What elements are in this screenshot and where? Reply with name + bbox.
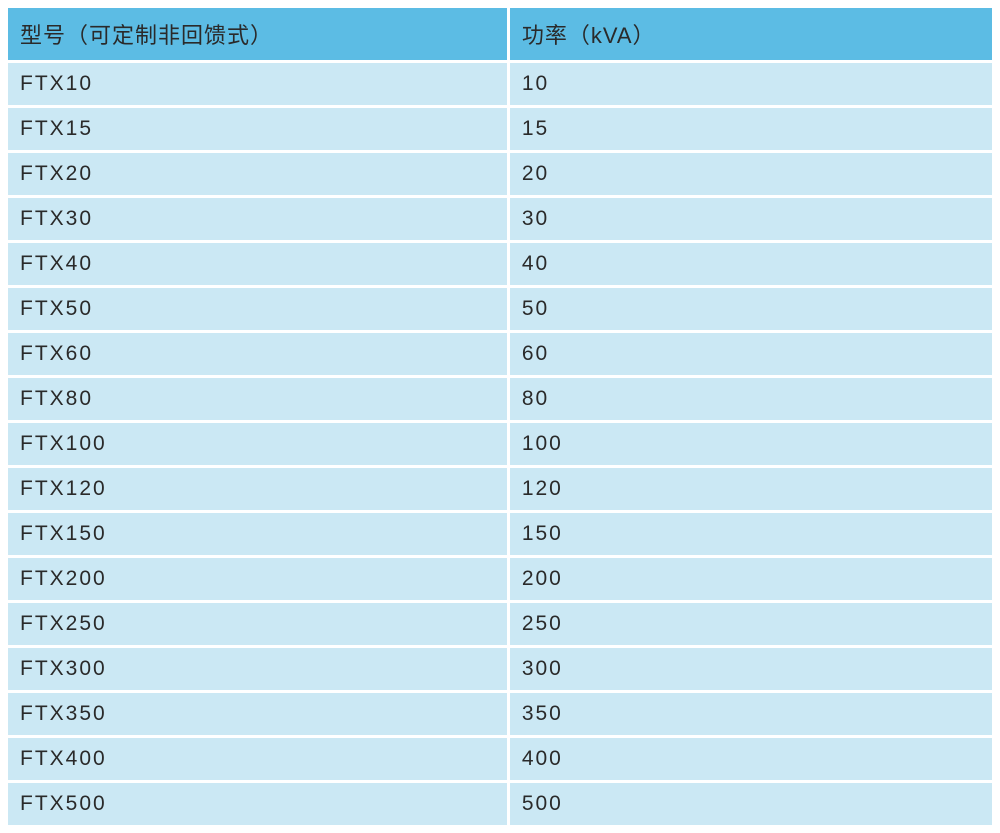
header-model: 型号（可定制非回馈式） <box>8 8 510 63</box>
table-row: FTX2020 <box>8 153 992 198</box>
power-cell: 40 <box>510 243 992 288</box>
table-row: FTX6060 <box>8 333 992 378</box>
model-cell: FTX300 <box>8 648 510 693</box>
model-cell: FTX250 <box>8 603 510 648</box>
table-header: 型号（可定制非回馈式） 功率（kVA） <box>8 8 992 63</box>
table-row: FTX100100 <box>8 423 992 468</box>
model-cell: FTX350 <box>8 693 510 738</box>
table-row: FTX1010 <box>8 63 992 108</box>
power-cell: 60 <box>510 333 992 378</box>
power-cell: 50 <box>510 288 992 333</box>
table-row: FTX150150 <box>8 513 992 558</box>
model-cell: FTX30 <box>8 198 510 243</box>
power-cell: 400 <box>510 738 992 783</box>
table-row: FTX120120 <box>8 468 992 513</box>
table-row: FTX200200 <box>8 558 992 603</box>
power-cell: 30 <box>510 198 992 243</box>
table-row: FTX300300 <box>8 648 992 693</box>
power-cell: 200 <box>510 558 992 603</box>
model-cell: FTX200 <box>8 558 510 603</box>
table-row: FTX3030 <box>8 198 992 243</box>
power-cell: 10 <box>510 63 992 108</box>
power-cell: 120 <box>510 468 992 513</box>
table-row: FTX1515 <box>8 108 992 153</box>
power-cell: 350 <box>510 693 992 738</box>
model-cell: FTX500 <box>8 783 510 825</box>
power-cell: 500 <box>510 783 992 825</box>
table-row: FTX5050 <box>8 288 992 333</box>
model-cell: FTX20 <box>8 153 510 198</box>
table-row: FTX8080 <box>8 378 992 423</box>
model-cell: FTX50 <box>8 288 510 333</box>
model-cell: FTX150 <box>8 513 510 558</box>
table-row: FTX4040 <box>8 243 992 288</box>
model-cell: FTX80 <box>8 378 510 423</box>
power-cell: 300 <box>510 648 992 693</box>
table-body: FTX1010FTX1515FTX2020FTX3030FTX4040FTX50… <box>8 63 992 825</box>
model-cell: FTX40 <box>8 243 510 288</box>
power-cell: 100 <box>510 423 992 468</box>
table-row: FTX250250 <box>8 603 992 648</box>
header-row: 型号（可定制非回馈式） 功率（kVA） <box>8 8 992 63</box>
power-cell: 250 <box>510 603 992 648</box>
table-row: FTX350350 <box>8 693 992 738</box>
spec-table: 型号（可定制非回馈式） 功率（kVA） FTX1010FTX1515FTX202… <box>8 8 992 825</box>
model-cell: FTX100 <box>8 423 510 468</box>
power-cell: 20 <box>510 153 992 198</box>
power-cell: 15 <box>510 108 992 153</box>
power-cell: 150 <box>510 513 992 558</box>
model-cell: FTX60 <box>8 333 510 378</box>
table-row: FTX400400 <box>8 738 992 783</box>
model-cell: FTX10 <box>8 63 510 108</box>
header-power: 功率（kVA） <box>510 8 992 63</box>
model-cell: FTX120 <box>8 468 510 513</box>
power-cell: 80 <box>510 378 992 423</box>
model-cell: FTX400 <box>8 738 510 783</box>
model-cell: FTX15 <box>8 108 510 153</box>
table-row: FTX500500 <box>8 783 992 825</box>
